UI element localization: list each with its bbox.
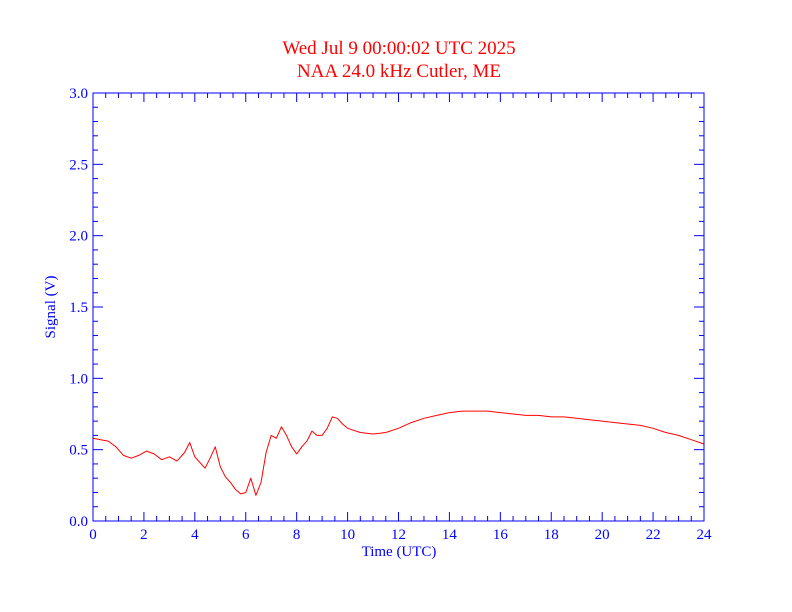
x-axis-label: Time (UTC) <box>362 544 437 560</box>
y-tick-label: 1.0 <box>69 371 88 387</box>
y-tick-label: 1.5 <box>69 300 88 316</box>
x-tick-label: 2 <box>140 527 148 543</box>
x-tick-label: 16 <box>493 527 509 543</box>
y-tick-label: 3.0 <box>69 86 88 102</box>
y-tick-label: 0.5 <box>69 443 88 459</box>
x-tick-label: 4 <box>191 527 199 543</box>
chart-subtitle: NAA 24.0 kHz Cutler, ME <box>297 61 501 82</box>
y-tick-label: 2.0 <box>69 229 88 245</box>
signal-series-line <box>92 410 705 496</box>
y-tick-label: 0.0 <box>69 514 88 530</box>
x-tick-label: 18 <box>544 527 559 543</box>
tick-layer: 0 2 4 6 8 10 12 14 16 18 20 22 240.00.51.01.52.02.53… <box>69 86 712 543</box>
x-tick-label: 0 <box>89 527 97 543</box>
series-layer <box>92 410 705 496</box>
x-tick-label: 10 <box>340 527 355 543</box>
x-tick-label: 8 <box>293 527 301 543</box>
chart-title: Wed Jul 9 00:00:02 UTC 2025 <box>282 38 515 59</box>
x-tick-label: 24 <box>697 527 713 543</box>
y-tick-label: 2.5 <box>69 157 88 173</box>
x-tick-label: 22 <box>646 527 661 543</box>
x-tick-label: 14 <box>442 527 458 543</box>
x-tick-label: 12 <box>391 527 406 543</box>
x-tick-label: 6 <box>242 527 250 543</box>
y-axis-label: Signal (V) <box>43 276 59 339</box>
x-tick-label: 20 <box>595 527 610 543</box>
